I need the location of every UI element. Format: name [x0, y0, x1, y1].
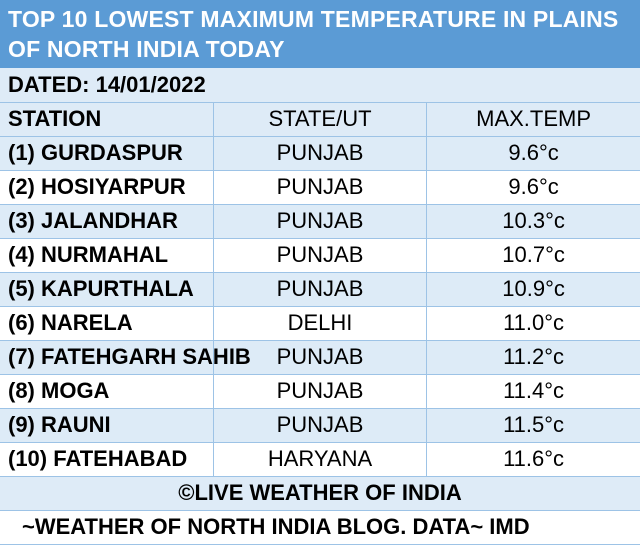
station-cell: (7) FATEHGARH SAHIB — [0, 340, 251, 375]
max-temp-cell: 11.4°c — [426, 374, 640, 409]
temperature-table: DATED: 14/01/2022 STATION STATE/UT MAX.T… — [0, 68, 640, 545]
state-cell: PUNJAB — [212, 170, 427, 205]
max-temp-cell: 11.0°c — [426, 306, 640, 341]
station-cell: (5) KAPURTHALA — [0, 272, 214, 307]
table-row: (10) FATEHABAD HARYANA 11.6°c — [0, 442, 640, 477]
state-cell: PUNJAB — [212, 204, 427, 239]
dated-row: DATED: 14/01/2022 — [0, 68, 640, 103]
table-title: TOP 10 LOWEST MAXIMUM TEMPERATURE IN PLA… — [0, 0, 640, 68]
max-temp-cell: 11.5°c — [426, 408, 640, 443]
state-cell: HARYANA — [212, 442, 427, 477]
max-temp-cell: 10.3°c — [426, 204, 640, 239]
station-cell: (2) HOSIYARPUR — [0, 170, 214, 205]
title-line-2: OF NORTH INDIA TODAY — [8, 36, 285, 62]
title-line-1: TOP 10 LOWEST MAXIMUM TEMPERATURE IN PLA… — [8, 6, 619, 32]
max-temp-cell: 9.6°c — [426, 170, 640, 205]
dated-cell: DATED: 14/01/2022 — [0, 68, 640, 103]
table-row: (2) HOSIYARPUR PUNJAB 9.6°c — [0, 170, 640, 205]
header-row: STATION STATE/UT MAX.TEMP — [0, 102, 640, 137]
state-cell: PUNJAB — [212, 272, 427, 307]
station-cell: (10) FATEHABAD — [0, 442, 214, 477]
table-row: (1) GURDASPUR PUNJAB 9.6°c — [0, 136, 640, 171]
table-row: (5) KAPURTHALA PUNJAB 10.9°c — [0, 272, 640, 307]
table-row: (7) FATEHGARH SAHIB PUNJAB 11.2°c — [0, 340, 640, 375]
max-temp-cell: 11.2°c — [426, 340, 640, 375]
station-cell: (4) NURMAHAL — [0, 238, 214, 273]
copyright-text: ©LIVE WEATHER OF INDIA — [0, 476, 640, 511]
state-cell: DELHI — [212, 306, 427, 341]
table-row: (4) NURMAHAL PUNJAB 10.7°c — [0, 238, 640, 273]
state-cell: PUNJAB — [212, 374, 427, 409]
state-cell: PUNJAB — [212, 238, 427, 273]
copyright-row: ©LIVE WEATHER OF INDIA — [0, 476, 640, 511]
state-cell: PUNJAB — [212, 340, 427, 375]
state-cell: PUNJAB — [212, 136, 427, 171]
table-row: (3) JALANDHAR PUNJAB 10.3°c — [0, 204, 640, 239]
source-text: ~WEATHER OF NORTH INDIA BLOG. DATA~ IMD — [0, 510, 640, 545]
header-state: STATE/UT — [212, 102, 427, 137]
table-row: (9) RAUNI PUNJAB 11.5°c — [0, 408, 640, 443]
station-cell: (1) GURDASPUR — [0, 136, 214, 171]
station-cell: (9) RAUNI — [0, 408, 214, 443]
station-cell: (6) NARELA — [0, 306, 214, 341]
max-temp-cell: 11.6°c — [426, 442, 640, 477]
table-row: (8) MOGA PUNJAB 11.4°c — [0, 374, 640, 409]
table-row: (6) NARELA DELHI 11.0°c — [0, 306, 640, 341]
max-temp-cell: 10.9°c — [426, 272, 640, 307]
state-cell: PUNJAB — [212, 408, 427, 443]
header-max-temp: MAX.TEMP — [426, 102, 640, 137]
max-temp-cell: 10.7°c — [426, 238, 640, 273]
station-cell: (8) MOGA — [0, 374, 214, 409]
max-temp-cell: 9.6°c — [426, 136, 640, 171]
station-cell: (3) JALANDHAR — [0, 204, 214, 239]
header-station: STATION — [0, 102, 214, 137]
source-row: ~WEATHER OF NORTH INDIA BLOG. DATA~ IMD — [0, 510, 640, 545]
